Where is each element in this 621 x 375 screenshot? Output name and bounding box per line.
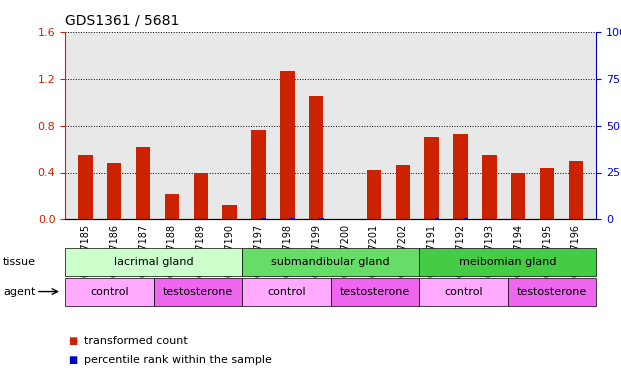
Bar bbox=[396, 165, 410, 219]
Text: control: control bbox=[444, 286, 483, 297]
Text: control: control bbox=[90, 286, 129, 297]
Bar bbox=[252, 130, 266, 219]
Bar bbox=[367, 170, 381, 219]
Bar bbox=[280, 70, 294, 219]
Bar bbox=[425, 137, 439, 219]
Text: transformed count: transformed count bbox=[84, 336, 188, 346]
Text: testosterone: testosterone bbox=[517, 286, 587, 297]
Text: testosterone: testosterone bbox=[163, 286, 233, 297]
Text: testosterone: testosterone bbox=[340, 286, 410, 297]
Bar bbox=[309, 96, 324, 219]
Text: control: control bbox=[267, 286, 306, 297]
Text: tissue: tissue bbox=[3, 256, 36, 267]
Text: lacrimal gland: lacrimal gland bbox=[114, 256, 194, 267]
Text: percentile rank within the sample: percentile rank within the sample bbox=[84, 355, 272, 365]
Bar bbox=[319, 218, 324, 219]
Bar bbox=[569, 161, 583, 219]
Text: ■: ■ bbox=[68, 355, 78, 365]
Text: agent: agent bbox=[3, 286, 35, 297]
Bar bbox=[107, 163, 122, 219]
Text: meibomian gland: meibomian gland bbox=[459, 256, 556, 267]
Bar bbox=[511, 172, 525, 219]
Text: GDS1361 / 5681: GDS1361 / 5681 bbox=[65, 13, 179, 27]
Text: ■: ■ bbox=[68, 336, 78, 346]
Bar bbox=[482, 155, 497, 219]
Bar bbox=[291, 218, 295, 219]
Bar bbox=[165, 194, 179, 219]
Bar bbox=[194, 172, 208, 219]
Bar bbox=[136, 147, 150, 219]
Bar bbox=[78, 155, 93, 219]
Text: submandibular gland: submandibular gland bbox=[271, 256, 390, 267]
Bar bbox=[222, 206, 237, 219]
Bar bbox=[453, 134, 468, 219]
Bar bbox=[540, 168, 555, 219]
